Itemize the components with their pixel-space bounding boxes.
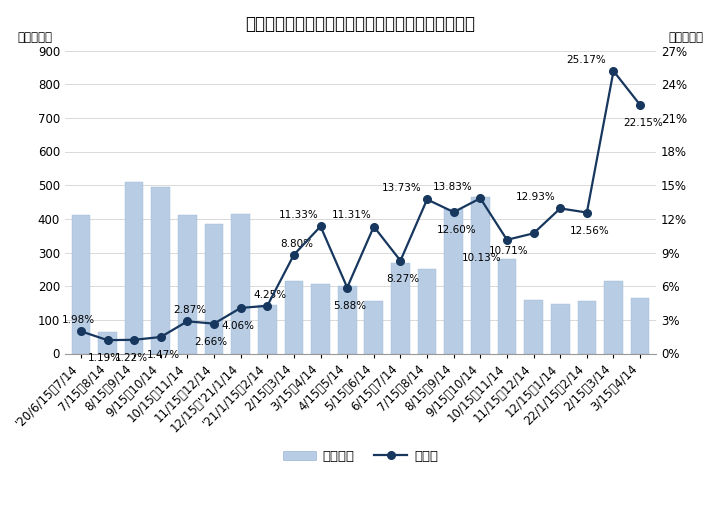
- Bar: [338, 286, 356, 354]
- Text: （検査数）: （検査数）: [17, 31, 53, 44]
- Text: 12.60%: 12.60%: [437, 225, 477, 235]
- Text: （陽性率）: （陽性率）: [668, 31, 704, 44]
- Bar: [578, 301, 596, 354]
- Text: 11.31%: 11.31%: [332, 211, 371, 221]
- Text: 13.83%: 13.83%: [433, 182, 472, 192]
- Bar: [444, 209, 463, 354]
- Bar: [417, 269, 436, 354]
- Text: 1.47%: 1.47%: [147, 350, 180, 360]
- Legend: 検査件数, 陽性例: 検査件数, 陽性例: [278, 444, 443, 468]
- Bar: [258, 305, 277, 354]
- Text: 2.66%: 2.66%: [195, 337, 228, 347]
- Text: 25.17%: 25.17%: [566, 55, 606, 65]
- Bar: [151, 187, 170, 354]
- Text: 8.80%: 8.80%: [280, 239, 313, 248]
- Text: 10.13%: 10.13%: [462, 253, 502, 263]
- Text: 1.98%: 1.98%: [61, 315, 94, 325]
- Text: 東京ミッドタウンクリニックでの抗体検査の陽性率: 東京ミッドタウンクリニックでの抗体検査の陽性率: [245, 15, 476, 33]
- Bar: [125, 182, 143, 354]
- Bar: [604, 281, 623, 354]
- Text: 5.88%: 5.88%: [333, 300, 366, 311]
- Text: 1.19%: 1.19%: [88, 353, 121, 363]
- Bar: [524, 299, 543, 353]
- Bar: [365, 301, 383, 354]
- Text: 12.93%: 12.93%: [516, 192, 555, 203]
- Bar: [391, 263, 410, 354]
- Text: 13.73%: 13.73%: [382, 183, 422, 193]
- Bar: [205, 224, 224, 354]
- Bar: [497, 259, 516, 354]
- Text: 2.87%: 2.87%: [174, 305, 207, 315]
- Text: 4.06%: 4.06%: [221, 321, 255, 331]
- Bar: [311, 284, 330, 354]
- Bar: [178, 216, 197, 354]
- Text: 11.33%: 11.33%: [278, 210, 318, 220]
- Bar: [285, 281, 304, 354]
- Text: 4.25%: 4.25%: [254, 290, 287, 299]
- Text: 8.27%: 8.27%: [386, 274, 420, 284]
- Text: 22.15%: 22.15%: [623, 118, 663, 128]
- Bar: [551, 304, 570, 354]
- Bar: [231, 214, 250, 354]
- Bar: [631, 298, 650, 354]
- Bar: [98, 332, 117, 354]
- Text: 10.71%: 10.71%: [489, 246, 528, 257]
- Bar: [471, 197, 490, 354]
- Text: 1.22%: 1.22%: [115, 353, 148, 363]
- Bar: [71, 216, 90, 354]
- Text: 12.56%: 12.56%: [570, 226, 609, 236]
